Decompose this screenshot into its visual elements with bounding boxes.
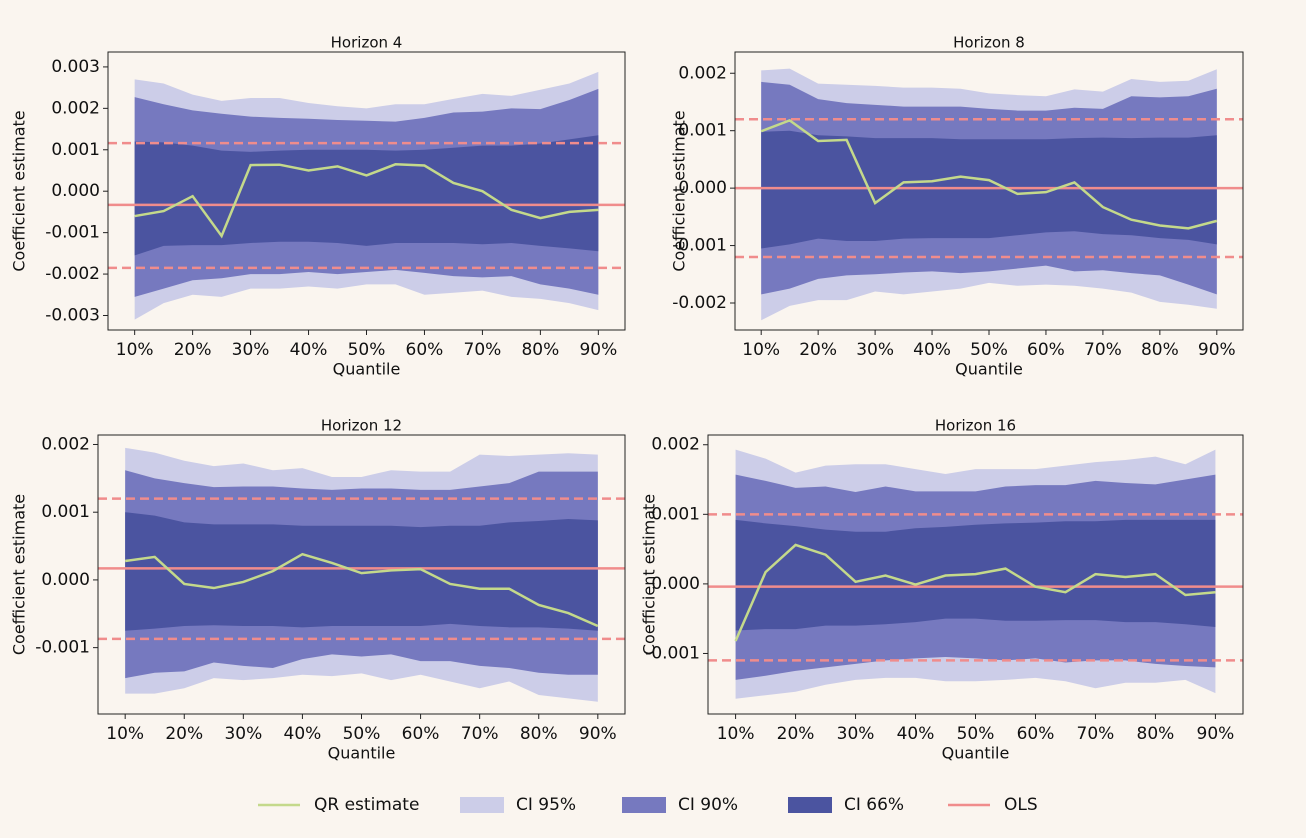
x-tick-label: 70% <box>1084 340 1122 360</box>
x-tick-label: 50% <box>970 340 1008 360</box>
y-tick-label: 0.000 <box>41 570 90 590</box>
plot-content <box>98 447 625 702</box>
x-axis-label: Quantile <box>333 360 401 379</box>
y-axis-label: Coefficient estimate <box>670 110 689 271</box>
x-tick-label: 80% <box>1137 724 1175 744</box>
x-tick-label: 40% <box>913 340 951 360</box>
x-tick-label: 90% <box>579 724 617 744</box>
subplot-title: Horizon 8 <box>953 34 1025 52</box>
legend-swatch <box>622 797 666 813</box>
x-tick-label: 20% <box>174 340 212 360</box>
x-tick-label: 40% <box>290 340 328 360</box>
y-tick-label: -0.003 <box>45 305 100 325</box>
ci-band <box>134 135 599 256</box>
legend-label: CI 95% <box>516 795 576 815</box>
y-tick-label: 0.002 <box>41 434 90 454</box>
y-tick-label: -0.001 <box>35 638 90 658</box>
x-tick-label: 40% <box>284 724 322 744</box>
subplot: 0.003 0.002 0.001 0.000 -0.001 -0.002 -0.003 10… <box>10 34 626 379</box>
x-tick-label: 80% <box>1141 340 1179 360</box>
plot-content <box>735 68 1243 321</box>
x-tick-label: 20% <box>165 724 203 744</box>
y-tick-label: 0.000 <box>678 178 727 198</box>
x-tick-label: 70% <box>461 724 499 744</box>
x-tick-label: 60% <box>406 340 444 360</box>
qr-line <box>734 543 1216 642</box>
x-tick-label: 10% <box>742 340 780 360</box>
qr-line <box>134 163 599 239</box>
x-tick-label: 20% <box>799 340 837 360</box>
x-tick-label: 90% <box>1197 724 1235 744</box>
x-tick-label: 10% <box>717 724 755 744</box>
x-tick-label: 20% <box>777 724 815 744</box>
y-tick-label: 0.001 <box>651 504 700 524</box>
subplot: 0.002 0.001 0.000 -0.001 -0.002 10% 20% 30% 40% 5… <box>670 34 1244 379</box>
x-tick-label: 60% <box>1017 724 1055 744</box>
x-tick-label: 10% <box>106 724 144 744</box>
ci-band <box>761 130 1217 249</box>
x-axis-label: Quantile <box>328 744 396 763</box>
subplot-title: Horizon 12 <box>321 417 402 435</box>
x-tick-label: 80% <box>521 340 559 360</box>
x-tick-label: 90% <box>1198 340 1236 360</box>
y-axis-label: Coefficient estimate <box>10 110 29 271</box>
ci-band <box>125 512 598 631</box>
x-tick-label: 60% <box>1027 340 1065 360</box>
y-tick-label: 0.002 <box>51 98 100 118</box>
x-tick-label: 10% <box>116 340 154 360</box>
y-axis-label: Coefficient estimate <box>10 494 29 655</box>
x-tick-label: 90% <box>579 340 617 360</box>
y-tick-label: 0.001 <box>41 502 90 522</box>
x-tick-label: 70% <box>1077 724 1115 744</box>
x-tick-label: 30% <box>837 724 875 744</box>
legend-label: CI 66% <box>844 795 904 815</box>
x-axis-label: Quantile <box>942 744 1010 763</box>
legend-label: CI 90% <box>678 795 738 815</box>
y-tick-label: -0.001 <box>645 643 700 663</box>
subplot: 0.002 0.001 0.000 -0.001 10% 20% 30% 40% 50% 60% 7… <box>10 417 626 763</box>
x-tick-label: 50% <box>343 724 381 744</box>
y-tick-label: 0.000 <box>651 574 700 594</box>
x-tick-label: 50% <box>348 340 386 360</box>
x-tick-label: 80% <box>520 724 558 744</box>
y-tick-label: 0.001 <box>678 121 727 141</box>
x-tick-label: 30% <box>232 340 270 360</box>
x-tick-label: 40% <box>897 724 935 744</box>
legend: QR estimate CI 95% CI 90% CI 66% OLS <box>258 795 1038 815</box>
y-tick-label: 0.001 <box>51 140 100 160</box>
qr-line <box>125 552 599 628</box>
qr-line <box>760 118 1218 230</box>
y-tick-label: 0.000 <box>51 181 100 201</box>
legend-label: QR estimate <box>314 795 419 815</box>
x-tick-label: 60% <box>402 724 440 744</box>
x-tick-label: 30% <box>856 340 894 360</box>
y-tick-label: 0.002 <box>651 435 700 455</box>
legend-swatch <box>788 797 832 813</box>
x-tick-label: 70% <box>464 340 502 360</box>
y-tick-label: -0.001 <box>672 236 727 256</box>
y-tick-label: -0.002 <box>45 264 100 284</box>
x-tick-label: 50% <box>957 724 995 744</box>
y-tick-label: -0.002 <box>672 293 727 313</box>
legend-label: OLS <box>1004 795 1038 815</box>
legend-swatch <box>460 797 504 813</box>
subplot: 0.002 0.001 0.000 -0.001 10% 20% 30% 40% 50% 60% 7… <box>640 417 1244 763</box>
y-tick-label: 0.002 <box>678 63 727 83</box>
x-axis-label: Quantile <box>955 360 1023 379</box>
y-tick-label: -0.001 <box>45 223 100 243</box>
subplot-title: Horizon 16 <box>935 417 1016 435</box>
x-tick-label: 30% <box>224 724 262 744</box>
plot-content <box>108 71 625 320</box>
y-axis-label: Coefficient estimate <box>640 494 659 655</box>
y-tick-label: 0.003 <box>51 57 100 77</box>
plot-content <box>708 449 1243 699</box>
subplot-title: Horizon 4 <box>331 34 403 52</box>
